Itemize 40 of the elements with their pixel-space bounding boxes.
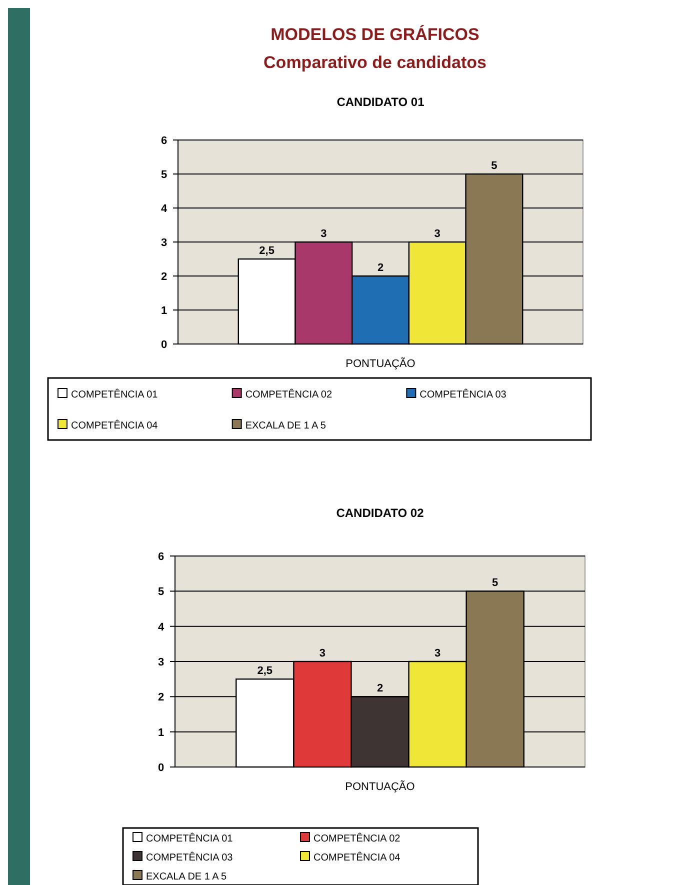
y-tick-label: 3 [158, 656, 164, 668]
legend-label: COMPETÊNCIA 03 [420, 388, 507, 400]
legend-label: COMPETÊNCIA 02 [245, 388, 332, 400]
legend-label: COMPETÊNCIA 03 [146, 852, 234, 864]
legend-label: EXCALA DE 1 A 5 [245, 420, 326, 432]
legend-label: COMPETÊNCIA 01 [71, 388, 158, 400]
data-label: 5 [491, 160, 498, 172]
data-label: 3 [434, 648, 441, 660]
x-tick-label: PONTUAÇÃO [346, 357, 416, 370]
legend-label: COMPETÊNCIA 04 [71, 420, 158, 432]
y-tick-label: 5 [160, 169, 168, 181]
data-label: 3 [434, 228, 440, 240]
x-tick-label: PONTUAÇÃO [345, 780, 416, 793]
data-label: 2 [377, 262, 384, 274]
y-tick-label: 6 [160, 135, 168, 147]
data-label: 2,5 [257, 665, 273, 678]
data-label: 3 [320, 228, 327, 240]
text: MODELOS DE GRÁFICOS [270, 24, 480, 44]
y-tick-label: 4 [160, 203, 168, 215]
y-tick-label: 0 [160, 339, 168, 351]
legend-label: COMPETÊNCIA 04 [314, 852, 401, 864]
y-tick-label: 0 [158, 762, 164, 774]
legend-label: EXCALA DE 1 A 5 [146, 872, 228, 882]
y-tick-label: 4 [158, 621, 165, 634]
chart-title: CANDIDATO 02 [336, 506, 424, 520]
y-tick-label: 2 [158, 692, 164, 704]
y-tick-label: 5 [158, 586, 164, 598]
data-label: 2,5 [259, 245, 274, 257]
y-tick-label: 1 [160, 305, 168, 317]
chart-title: CANDIDATO 01 [336, 95, 425, 109]
y-tick-label: 3 [160, 237, 168, 249]
y-tick-label: 1 [158, 726, 164, 739]
y-tick-label: 6 [158, 551, 164, 563]
data-label: 2 [376, 682, 384, 695]
legend-label: COMPETÊNCIA 01 [146, 832, 234, 844]
data-label: 5 [492, 577, 498, 590]
legend-label: COMPETÊNCIA 02 [314, 832, 401, 844]
text: Comparativo de candidatos [264, 53, 486, 72]
data-label: 3 [319, 648, 326, 660]
y-tick-label: 2 [160, 271, 168, 283]
